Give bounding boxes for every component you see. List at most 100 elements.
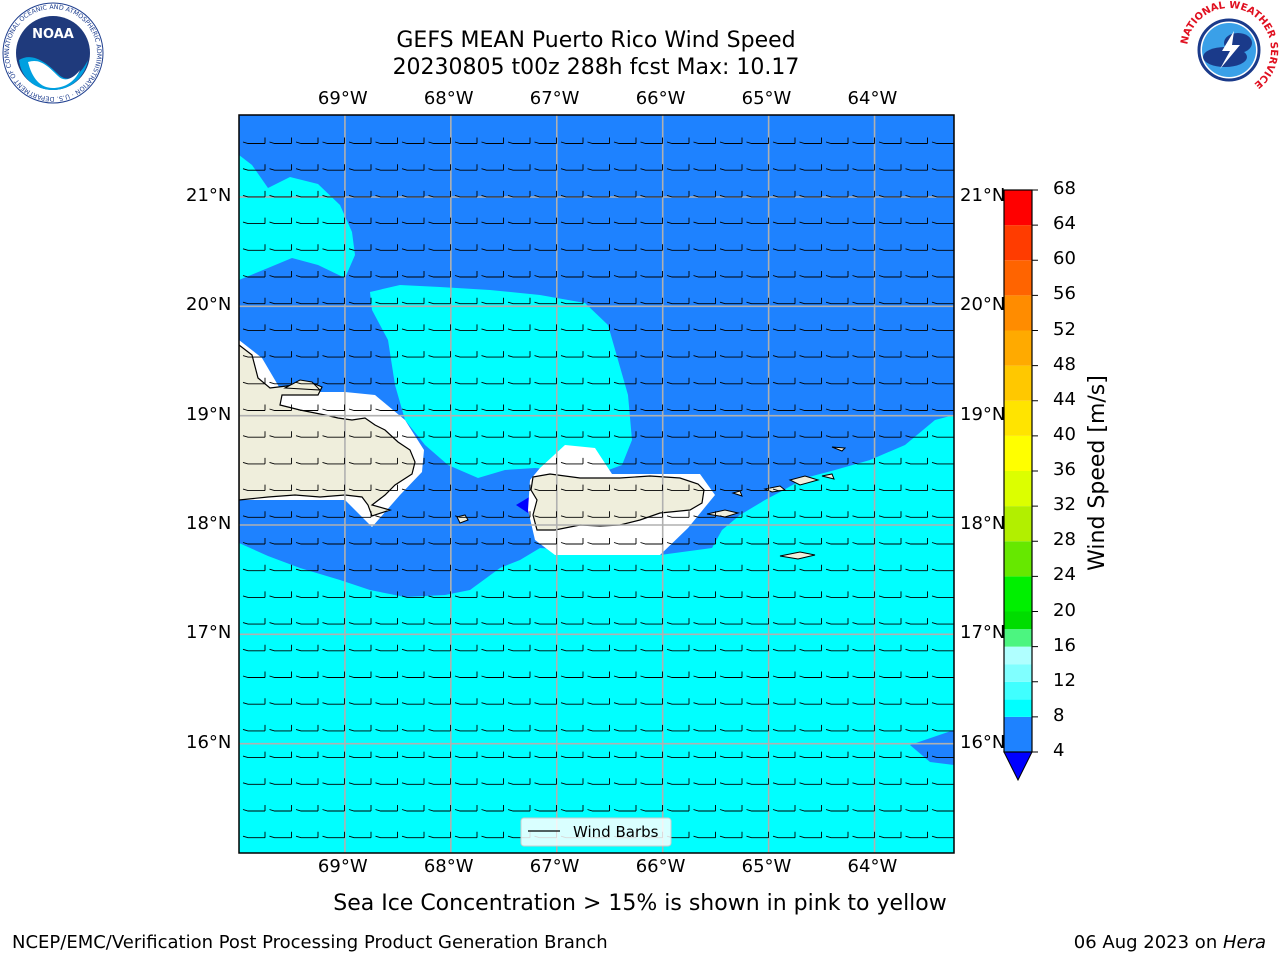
wind-barb — [852, 805, 875, 812]
colorbar-segment — [1004, 541, 1032, 577]
colorbar-segment — [1004, 330, 1032, 366]
wind-barb — [746, 591, 769, 598]
wind-barb — [322, 404, 345, 411]
wind-barb — [719, 244, 743, 251]
wind-barb — [587, 190, 610, 198]
wind-barb — [666, 698, 690, 705]
wind-barb — [640, 324, 663, 331]
wind-barb — [905, 271, 928, 278]
wind-barb — [825, 564, 849, 572]
wind-barb — [640, 137, 663, 144]
wind-barb — [269, 698, 292, 705]
wind-barb — [375, 297, 398, 305]
wind-barb — [931, 244, 954, 251]
colorbar-tick-label: 12 — [1053, 669, 1076, 691]
wind-barb — [772, 511, 796, 518]
wind-barb — [242, 404, 266, 411]
wind-barb — [428, 511, 451, 518]
wind-barb — [905, 591, 928, 598]
wind-barb — [242, 698, 266, 705]
wind-barb — [852, 698, 875, 705]
lat-label-right: 19°N — [960, 403, 1006, 425]
wind-barb — [878, 271, 902, 278]
wind-barb — [454, 164, 478, 171]
wind-barb — [375, 671, 398, 678]
wind-barb — [322, 484, 345, 492]
wind-barb — [428, 404, 451, 411]
wind-barb — [428, 457, 451, 465]
wind-barb — [772, 644, 796, 652]
wind-barb — [348, 351, 372, 358]
wind-barb — [799, 217, 822, 225]
wind-barb — [560, 698, 584, 705]
wind-barb — [746, 644, 769, 652]
wind-barb — [852, 538, 875, 545]
wind-barb — [348, 297, 372, 305]
wind-barb — [534, 511, 557, 518]
wind-barb — [852, 377, 875, 385]
land-anegada — [831, 446, 847, 452]
wind-barb — [799, 751, 822, 759]
lon-label-bottom: 69°W — [317, 856, 368, 877]
wind-barb — [852, 404, 875, 411]
wind-barb — [534, 538, 557, 545]
wind-barb — [507, 564, 531, 572]
colorbar-tick-label: 68 — [1053, 178, 1076, 199]
wind-barb — [799, 724, 822, 732]
colorbar-tick-label: 4 — [1053, 740, 1065, 761]
wind-barb — [401, 244, 425, 251]
wind-barb — [534, 618, 557, 625]
wind-barb — [401, 564, 425, 572]
wind-barb — [693, 591, 716, 598]
wind-barb — [772, 457, 796, 465]
wind-barb — [931, 324, 954, 331]
wind-barb — [401, 137, 425, 144]
wind-barb — [693, 618, 716, 625]
wind-barb — [878, 538, 902, 545]
wind-barb — [878, 831, 902, 839]
wind-barb — [878, 484, 902, 492]
wind-barb — [640, 805, 663, 812]
wind-barb — [613, 164, 637, 171]
wind-barb — [640, 618, 663, 625]
wind-barb — [560, 404, 584, 411]
wind-barb — [242, 671, 266, 678]
wind-barb — [481, 831, 504, 839]
wind-barb — [428, 137, 451, 144]
wind-barb — [481, 671, 504, 678]
colorbar-segment — [1004, 576, 1032, 612]
wind-barb — [322, 751, 345, 759]
wind-barb — [454, 377, 478, 385]
wind-barb — [401, 778, 425, 785]
wind-barb — [269, 778, 292, 785]
lon-label-top: 66°W — [635, 88, 686, 109]
wind-barb — [613, 671, 637, 678]
wind-barb — [375, 431, 398, 438]
wind-barb — [454, 351, 478, 358]
wind-barb — [348, 324, 372, 331]
colorbar-under-arrow — [1003, 751, 1033, 782]
nws-logo: NATIONAL WEATHER SERVICE — [1179, 1, 1279, 97]
wind-barb — [852, 137, 875, 144]
wind-barb — [693, 805, 716, 812]
wind-barb — [852, 217, 875, 225]
wind-barb — [242, 484, 266, 492]
wind-barb — [772, 271, 796, 278]
lon-label-top: 67°W — [529, 88, 580, 109]
wind-barb — [931, 618, 954, 625]
wind-barb — [693, 324, 716, 331]
wind-barb — [560, 457, 584, 465]
wind-barb — [322, 297, 345, 305]
wind-barb — [428, 538, 451, 545]
wind-barb — [534, 751, 557, 759]
wind-barb — [878, 724, 902, 732]
wind-barb — [560, 538, 584, 545]
wind-barb — [269, 377, 292, 385]
wind-barb — [375, 751, 398, 759]
wind-barb — [348, 805, 372, 812]
wind-barb — [799, 297, 822, 305]
wind-barb — [454, 671, 478, 678]
wind-barb — [534, 805, 557, 812]
wind-barb — [481, 644, 504, 652]
wind-barb — [428, 751, 451, 759]
